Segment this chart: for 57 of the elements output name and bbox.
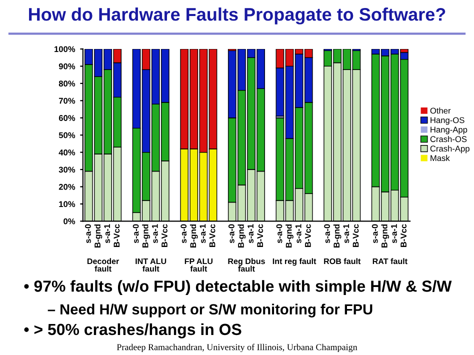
y-tick-label: 100% [54,46,76,52]
y-tick-label: 90% [58,63,76,70]
x-tick-label: B-Vcc [352,224,359,248]
y-tick-label: 20% [58,184,76,190]
legend-label: Mask [430,154,450,162]
x-tick-label: s-a-1 [248,224,254,244]
text: FP ALU fault [184,258,212,272]
y-tick-label: 50% [58,132,76,138]
legend-label: Crash-App [430,145,470,154]
x-tick-label: s-a-0 [180,224,187,244]
x-tick-label: B-gnd [333,224,342,248]
legend-label: Hang-App [430,126,468,134]
x-tick-label: B-gnd [286,224,294,248]
y-tick-label: 10% [59,201,76,208]
x-tick-label: s-a-0 [324,224,330,244]
x-tick-label: B-gnd [238,224,246,248]
text: RAT fault [372,258,408,264]
x-tick-label: s-a-1 [104,224,110,244]
x-tick-label: B-Vcc [257,224,264,248]
y-tick-label: 60% [58,115,76,121]
text: Int reg fault [272,258,316,266]
text: Reg Dbus fault [228,258,265,272]
x-tick-label: B-gnd [94,224,102,248]
y-tick-label: 30% [58,166,76,173]
y-tick-label: 40% [58,149,76,156]
x-tick-label: s-a-1 [391,224,397,244]
chart-title: How do Hardware Faults Propagate to Software? [29,8,446,24]
x-tick-label: B-Vcc [400,224,407,248]
x-tick-label: B-Vcc [162,224,168,248]
x-tick-label: B-gnd [381,224,390,248]
text: ROB fault [324,258,361,264]
x-tick-label: s-a-1 [200,224,206,244]
y-tick-label: 0% [64,218,76,224]
text: INT ALU fault [136,258,166,272]
x-tick-label: s-a-0 [372,224,378,244]
legend-label: Hang-OS [430,117,464,125]
text: • > 50% crashes/hangs in OS [24,323,242,338]
text: Decoder fault [87,258,120,272]
y-tick-label: 80% [58,80,76,87]
legend-label: Other [430,108,451,114]
x-tick-label: s-a-1 [296,224,302,244]
x-tick-label: B-Vcc [114,224,120,248]
y-tick-label: 70% [58,98,76,104]
x-tick-label: B-Vcc [209,224,216,248]
text: Pradeep Ramachandran, University of Illinois, Urbana Champaign [116,344,358,352]
legend-label: Crash-OS [430,136,467,142]
text: • 97% faults (w/o FPU) detectable with simple H/W & S/W [24,280,452,295]
x-tick-label: s-a-1 [343,224,350,244]
x-tick-label: B-gnd [190,224,198,248]
text: – Need H/W support or S/W monitoring for FPU [48,304,372,318]
x-tick-label: s-a-0 [228,224,234,244]
x-tick-label: B-gnd [142,224,150,248]
x-tick-label: s-a-0 [85,224,91,244]
x-tick-label: B-Vcc [305,224,311,248]
x-tick-label: s-a-1 [152,224,158,244]
x-tick-label: s-a-0 [132,224,139,244]
x-tick-label: s-a-0 [276,224,282,244]
